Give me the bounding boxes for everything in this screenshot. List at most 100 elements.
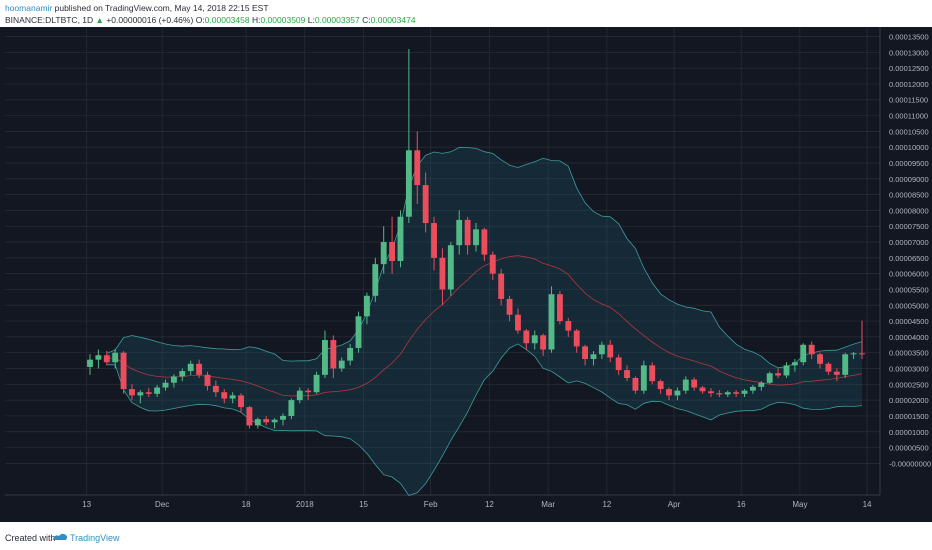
y-tick-label: 0.00010000 bbox=[889, 143, 929, 152]
candle-body bbox=[540, 335, 547, 350]
candle-body bbox=[405, 150, 412, 217]
candle-body bbox=[800, 344, 807, 363]
candle-body bbox=[666, 389, 672, 396]
candle-body bbox=[145, 392, 152, 394]
candle-body bbox=[414, 150, 421, 186]
x-tick-label: 15 bbox=[359, 500, 368, 509]
candle-body bbox=[170, 376, 177, 383]
bollinger-lower-band bbox=[106, 343, 863, 496]
x-tick-label: Apr bbox=[668, 500, 681, 509]
x-tick-label: 16 bbox=[737, 500, 746, 509]
tradingview-logo-icon bbox=[52, 533, 67, 540]
close-label: C: bbox=[362, 15, 371, 25]
y-tick-label: 0.00003000 bbox=[889, 365, 929, 374]
candle-body bbox=[305, 390, 312, 393]
y-tick-label: 0.00008000 bbox=[889, 206, 929, 215]
candle-body bbox=[749, 386, 756, 391]
y-tick-label: 0.00009000 bbox=[889, 175, 929, 184]
candle-body bbox=[221, 392, 228, 399]
chart-area[interactable]: 0.00013500 0.00013000 0.00012500 0.00012000… bbox=[0, 27, 932, 522]
low-value: 0.00003357 bbox=[314, 15, 360, 25]
candle-body bbox=[640, 365, 647, 391]
x-tick-label: 18 bbox=[242, 500, 251, 509]
candle-body bbox=[766, 373, 773, 383]
candle-body bbox=[280, 415, 286, 420]
close-value: 0.00003474 bbox=[370, 15, 416, 25]
candle-body bbox=[657, 381, 664, 390]
y-tick-label: 0.00013500 bbox=[889, 32, 929, 41]
candle-body bbox=[674, 390, 681, 396]
up-arrow-icon: ▲ bbox=[95, 15, 104, 25]
y-tick-label: 0.00001500 bbox=[889, 412, 929, 421]
footer: Created with TradingView bbox=[0, 522, 932, 550]
candle-body bbox=[389, 242, 396, 261]
candle-body bbox=[691, 379, 698, 388]
candle-body bbox=[724, 392, 731, 395]
bollinger-upper-band bbox=[106, 147, 863, 369]
candle-body bbox=[481, 229, 488, 255]
candle-body bbox=[808, 344, 815, 355]
x-tick-label: 13 bbox=[82, 500, 91, 509]
bollinger-basis-line bbox=[106, 255, 863, 397]
y-tick-label: 0.00013000 bbox=[889, 48, 929, 57]
candle-body bbox=[238, 395, 244, 408]
candle-body bbox=[322, 340, 328, 375]
candle-body bbox=[632, 378, 639, 391]
candle-body bbox=[833, 371, 840, 375]
author-link[interactable]: hoomanamir bbox=[5, 3, 53, 13]
low-label: L: bbox=[307, 15, 315, 25]
candle-body bbox=[380, 242, 387, 265]
candle-body bbox=[330, 340, 337, 369]
candle-body bbox=[246, 407, 253, 426]
bollinger-band-fill bbox=[106, 147, 863, 496]
price-chart[interactable]: 0.00013500 0.00013000 0.00012500 0.00012000… bbox=[0, 27, 932, 522]
candle-body bbox=[783, 365, 790, 376]
candle-body bbox=[523, 330, 530, 344]
candle-body bbox=[355, 316, 362, 348]
candle-body bbox=[87, 359, 93, 367]
y-tick-label: 0.00005500 bbox=[889, 285, 929, 294]
tradingview-link[interactable]: TradingView bbox=[70, 533, 120, 543]
candle-body bbox=[464, 219, 471, 246]
y-tick-label: -0.00000000 bbox=[889, 459, 931, 468]
candle-body bbox=[313, 374, 320, 393]
candle-body bbox=[431, 223, 437, 258]
candle-body bbox=[338, 360, 345, 369]
candle-body bbox=[229, 395, 236, 399]
change-value: +0.00000016 (+0.46%) bbox=[106, 15, 194, 25]
candle-body bbox=[254, 419, 261, 426]
y-tick-label: 0.00008500 bbox=[889, 191, 929, 200]
y-tick-label: 0.00007000 bbox=[889, 238, 929, 247]
candle-body bbox=[531, 335, 538, 344]
candle-body bbox=[212, 385, 219, 393]
candle-body bbox=[573, 330, 580, 347]
candle-body bbox=[607, 344, 614, 358]
candle-body bbox=[112, 352, 119, 363]
publish-line: hoomanamir published on TradingView.com,… bbox=[5, 3, 269, 13]
candle-body bbox=[103, 355, 110, 363]
candle-body bbox=[758, 382, 765, 387]
candle-body bbox=[372, 264, 379, 296]
candle-body bbox=[556, 294, 563, 322]
candle-body bbox=[447, 245, 454, 290]
y-tick-label: 0.00012500 bbox=[889, 64, 929, 73]
candle-body bbox=[263, 419, 270, 423]
candle-body bbox=[741, 390, 748, 394]
candle-body bbox=[196, 363, 203, 375]
candle-body bbox=[708, 391, 714, 394]
candle-body bbox=[775, 373, 782, 376]
candle-body bbox=[363, 295, 370, 317]
candle-body bbox=[473, 229, 479, 246]
candle-body bbox=[817, 354, 823, 364]
candle-body bbox=[859, 353, 865, 355]
candle-body bbox=[699, 387, 706, 392]
x-tick-label: 12 bbox=[602, 500, 611, 509]
candle-body bbox=[615, 357, 622, 371]
candle-body bbox=[515, 314, 521, 331]
x-tick-label: Feb bbox=[424, 500, 438, 509]
y-tick-label: 0.00006000 bbox=[889, 270, 929, 279]
candle-body bbox=[120, 352, 127, 390]
candle-body bbox=[842, 354, 849, 375]
candle-body bbox=[422, 185, 429, 224]
x-tick-label: 2018 bbox=[296, 500, 314, 509]
